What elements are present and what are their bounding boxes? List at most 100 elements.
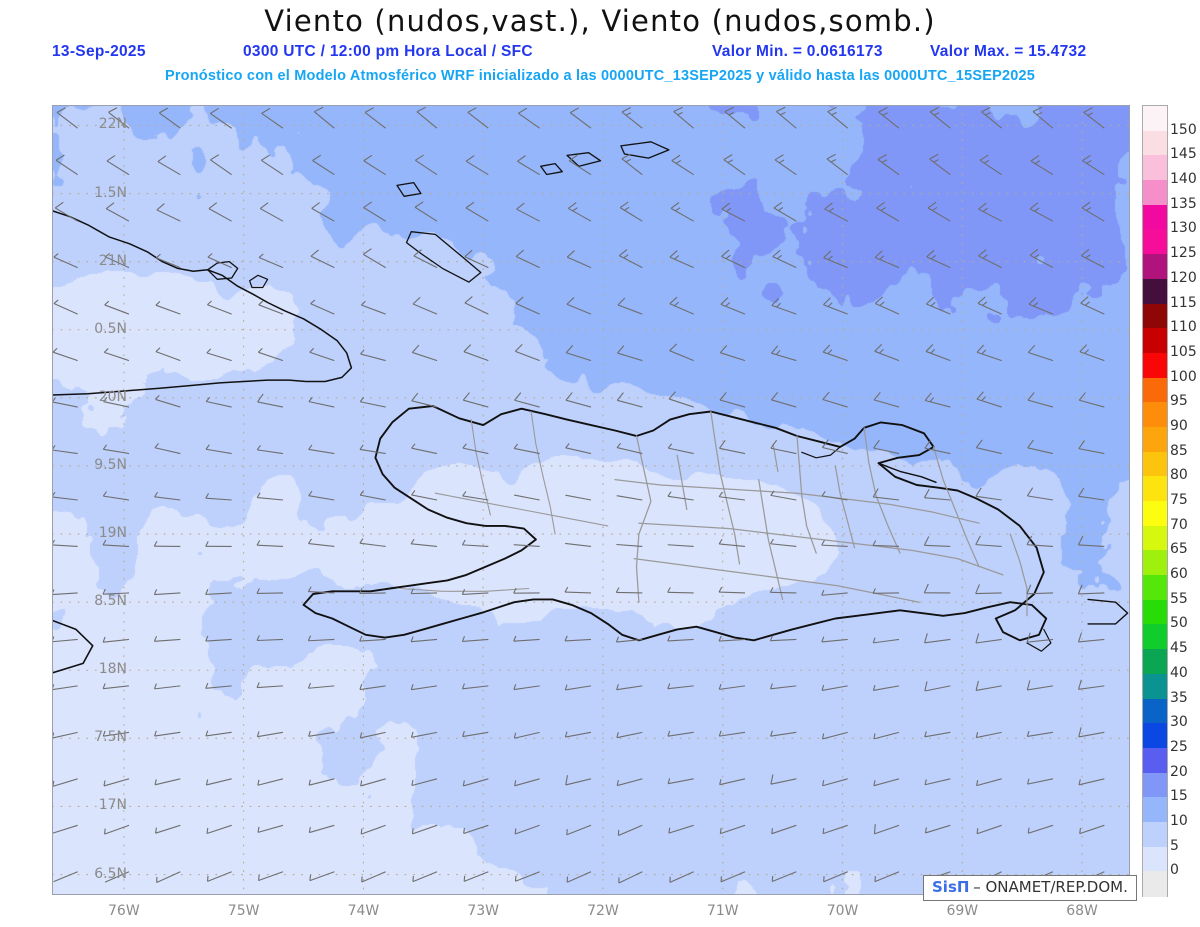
- wind-barb: [873, 731, 900, 740]
- x-tick-label: 68W: [1066, 903, 1098, 919]
- wind-barb: [1078, 392, 1105, 408]
- wind-barb: [565, 494, 592, 501]
- wind-barb: [464, 296, 489, 315]
- wind-barb: [872, 588, 900, 594]
- wind-barb: [513, 443, 540, 455]
- wind-barb: [724, 106, 746, 129]
- wind-barb: [363, 201, 386, 222]
- wind-barb: [155, 253, 181, 269]
- wind-barb: [256, 682, 284, 689]
- wind-barb: [616, 543, 643, 548]
- wind-barb: [102, 444, 130, 455]
- wind-barb: [155, 394, 181, 408]
- wind-barb: [205, 589, 232, 595]
- colorbar-swatch: [1143, 328, 1167, 354]
- wind-barb: [873, 391, 900, 408]
- wind-barb: [821, 491, 848, 501]
- wind-barb: [261, 107, 284, 129]
- wind-barb: [566, 297, 592, 315]
- wind-barb: [104, 871, 130, 883]
- colorbar-swatch: [1143, 451, 1167, 477]
- wind-barb: [670, 202, 694, 222]
- wind-barb: [52, 347, 78, 362]
- coastline-hispaniola: [302, 405, 1048, 642]
- wind-barb: [312, 154, 335, 176]
- colorbar-swatch: [1143, 204, 1167, 231]
- coastline-bay-east: [1026, 628, 1052, 652]
- colorbar-tick: 90: [1170, 417, 1188, 434]
- colorbar-swatch: [1143, 352, 1167, 379]
- colorbar-tick: 75: [1170, 492, 1188, 508]
- y-tick-label: 20N: [98, 388, 127, 405]
- wind-barb: [975, 439, 1002, 455]
- forecast-time-level: 0300 UTC / 12:00 pm Hora Local / SFC: [243, 43, 533, 60]
- colorbar-tick: 50: [1170, 615, 1188, 632]
- wind-barb: [1077, 535, 1105, 548]
- x-tick-label: 69W: [946, 903, 979, 919]
- wind-barb: [873, 824, 900, 835]
- wind-barb: [514, 778, 540, 787]
- colorbar-tick: 85: [1170, 442, 1188, 459]
- wind-barb: [410, 588, 438, 595]
- wind-barb: [412, 871, 438, 883]
- wind-barb: [721, 249, 746, 269]
- wind-barb: [206, 348, 232, 362]
- wind-barb: [154, 491, 181, 501]
- colorbar-swatch: [1143, 278, 1167, 305]
- wind-barb: [308, 396, 335, 408]
- wind-barb: [822, 824, 848, 835]
- wind-barb: [826, 153, 848, 176]
- wind-barb: [416, 106, 438, 129]
- colorbar-swatch: [1143, 402, 1167, 428]
- wind-barb: [1026, 584, 1054, 595]
- wind-barb: [616, 731, 643, 739]
- wind-barb: [363, 248, 386, 269]
- colorbar-tick: 150: [1170, 121, 1197, 138]
- wind-barb: [668, 391, 694, 408]
- y-tick-label: 8.5N: [94, 593, 127, 610]
- wind-barb: [465, 201, 489, 222]
- wind-barb: [1080, 296, 1105, 315]
- wind-barb: [308, 778, 335, 786]
- wind-barb: [667, 587, 694, 594]
- wind-barb: [514, 824, 540, 835]
- wind-barb: [927, 201, 951, 222]
- colorbar-tick: 0: [1170, 862, 1179, 879]
- colorbar-tick-labels: 150 145 140 135 130 125 120 115 110 105 100 95 90 85 8…: [1170, 105, 1200, 905]
- wind-barb: [1077, 632, 1105, 643]
- wind-barb: [52, 684, 78, 691]
- wind-barb: [159, 107, 181, 129]
- wind-barb: [256, 588, 284, 594]
- wind-barb: [461, 589, 489, 595]
- wind-barb: [359, 588, 386, 595]
- wind-barb: [1026, 535, 1054, 548]
- wind-barb: [103, 396, 130, 408]
- wind-barb: [873, 439, 900, 455]
- colorbar: [1142, 105, 1168, 897]
- x-tick-label: 74W: [347, 903, 380, 919]
- border-province-11: [676, 454, 688, 511]
- y-tick-label: 21N: [98, 252, 127, 269]
- wind-barb: [667, 683, 694, 690]
- wind-barb: [723, 154, 746, 176]
- wind-barb: [462, 491, 489, 501]
- y-tick-label: 17N: [98, 797, 127, 814]
- colorbar-tick: 110: [1170, 319, 1197, 336]
- y-tick-label: 9.5N: [94, 456, 127, 473]
- wind-barb: [359, 635, 386, 642]
- map-plot-area[interactable]: [52, 105, 1130, 895]
- coastline-samana: [877, 462, 937, 483]
- wind-barb: [411, 443, 438, 455]
- wind-barb: [155, 300, 181, 315]
- coastline-small-island-4: [405, 231, 482, 283]
- colorbar-swatch: [1143, 426, 1167, 453]
- x-tick-label: 71W: [706, 903, 739, 919]
- border-province-4: [932, 446, 980, 568]
- wind-barb: [360, 349, 386, 362]
- wind-barb: [513, 544, 540, 548]
- wind-barb: [618, 249, 643, 269]
- wind-barb: [207, 300, 232, 315]
- wind-barb: [205, 635, 232, 642]
- wind-barb: [1026, 680, 1054, 691]
- wind-barb: [671, 154, 694, 176]
